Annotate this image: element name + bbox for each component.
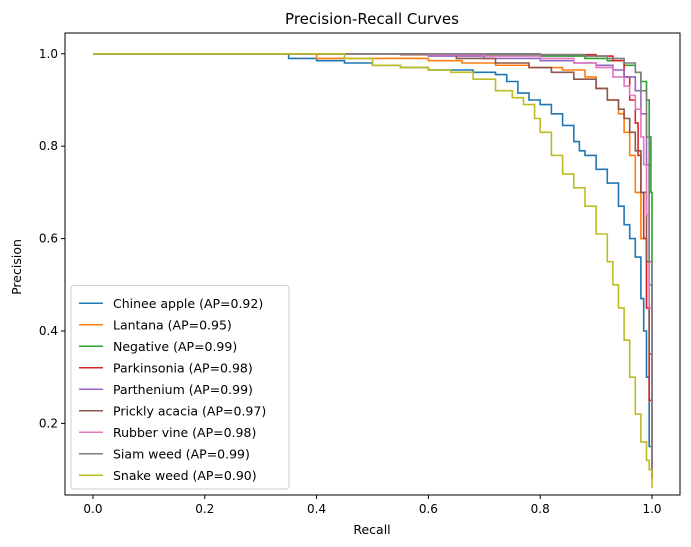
legend: Chinee apple (AP=0.92) Lantana (AP=0.95) N… — [70, 285, 290, 490]
legend-label-6: Rubber vine (AP=0.98) — [113, 425, 256, 440]
legend-label-3: Parkinsonia (AP=0.98) — [113, 360, 253, 375]
legend-label-2: Negative (AP=0.99) — [113, 339, 237, 354]
legend-box — [70, 285, 290, 490]
plot-frame — [64, 32, 681, 496]
legend-label-5: Prickly acacia (AP=0.97) — [113, 403, 266, 418]
legend-label-7: Siam weed (AP=0.99) — [113, 446, 250, 461]
y-tick-label: 1.0 — [39, 47, 58, 61]
y-tick-label: 0.4 — [39, 324, 58, 338]
x-tick-label: 0.0 — [83, 502, 102, 516]
y-axis-label: Precision — [9, 239, 24, 295]
series-line-7 — [93, 53, 653, 479]
y-tick-label: 0.8 — [39, 139, 58, 153]
x-tick-label: 1.0 — [642, 502, 661, 516]
y-axis: 0.2 0.4 0.6 0.8 1.0 — [39, 47, 65, 430]
chart-title: Precision-Recall Curves — [285, 10, 459, 28]
y-tick-label: 0.2 — [39, 416, 58, 430]
legend-label-1: Lantana (AP=0.95) — [113, 317, 232, 332]
x-axis: 0.0 0.2 0.4 0.6 0.8 1.0 — [83, 495, 662, 516]
x-tick-label: 0.8 — [531, 502, 550, 516]
x-tick-label: 0.6 — [419, 502, 438, 516]
plot-area — [93, 53, 653, 489]
series-line-6 — [93, 53, 653, 479]
y-tick-label: 0.6 — [39, 232, 58, 246]
legend-label-4: Parthenium (AP=0.99) — [113, 382, 253, 397]
series-line-5 — [93, 53, 653, 479]
legend-label-0: Chinee apple (AP=0.92) — [113, 296, 263, 311]
series-line-8 — [93, 53, 653, 489]
x-tick-label: 0.4 — [307, 502, 326, 516]
x-tick-label: 0.2 — [195, 502, 214, 516]
legend-label-8: Snake weed (AP=0.90) — [113, 468, 257, 483]
x-axis-label: Recall — [353, 522, 390, 537]
